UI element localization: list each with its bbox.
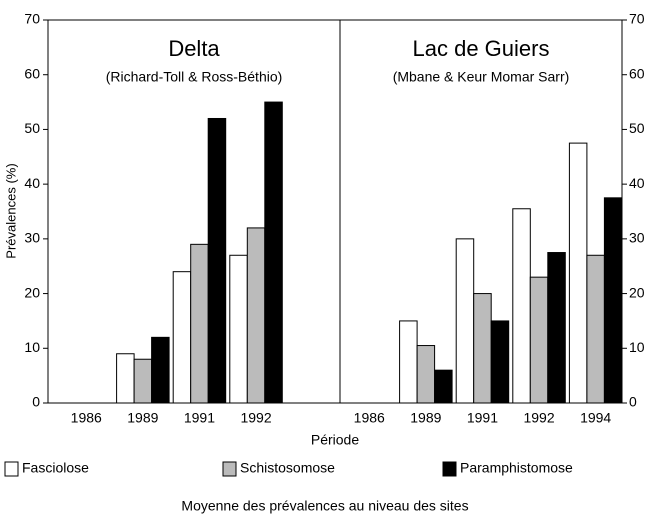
y2-tick-label: 0 (629, 394, 637, 410)
y-tick-label: 40 (24, 175, 40, 191)
bar (151, 336, 170, 404)
x-tick-label: 1991 (467, 410, 498, 426)
y2-tick-label: 30 (629, 230, 645, 246)
bar (586, 254, 605, 404)
bar (246, 227, 266, 404)
panel-title: Delta (168, 36, 220, 61)
bar (172, 271, 192, 404)
y2-tick-label: 50 (629, 120, 645, 136)
x-tick-label: 1986 (71, 410, 102, 426)
bar (473, 293, 492, 404)
legend-swatch (4, 461, 19, 477)
x-tick-label: 1992 (523, 410, 554, 426)
bar (229, 254, 248, 404)
x-tick-label: 1994 (580, 410, 611, 426)
y-tick-label: 20 (24, 284, 40, 300)
x-tick-label: 1986 (354, 410, 385, 426)
bar (399, 320, 418, 404)
caption: Moyenne des prévalences au niveau des si… (181, 498, 468, 514)
legend-swatch (442, 461, 457, 477)
legend-label: Schistosomose (240, 460, 335, 476)
panel-subtitle: (Richard-Toll & Ross-Béthio) (106, 69, 283, 85)
y2-tick-label: 70 (629, 11, 645, 27)
y-axis-label: Prévalences (%) (3, 163, 18, 258)
y-tick-label: 0 (32, 394, 40, 410)
bar (190, 243, 209, 404)
y-tick-label: 30 (24, 230, 40, 246)
legend-swatch (222, 461, 237, 477)
bar (455, 238, 475, 404)
y-tick-label: 10 (24, 339, 40, 355)
bar (547, 252, 566, 404)
x-axis-label: Période (311, 432, 359, 448)
x-tick-label: 1991 (184, 410, 215, 426)
x-tick-label: 1992 (240, 410, 271, 426)
y2-tick-label: 20 (629, 284, 645, 300)
y2-tick-label: 60 (629, 65, 645, 81)
legend-label: Fasciolose (22, 460, 89, 476)
y-tick-label: 60 (24, 65, 40, 81)
panel-title: Lac de Guiers (413, 36, 550, 61)
y2-tick-label: 10 (629, 339, 645, 355)
y-tick-label: 50 (24, 120, 40, 136)
bar (116, 353, 135, 404)
x-tick-label: 1989 (410, 410, 441, 426)
bar (416, 345, 436, 404)
bar (568, 142, 588, 404)
bar (264, 101, 283, 404)
legend-label: Paramphistomose (460, 460, 573, 476)
y-tick-label: 70 (24, 11, 40, 27)
bar (434, 369, 453, 404)
x-tick-label: 1989 (127, 410, 158, 426)
bar (512, 208, 531, 404)
panel-subtitle: (Mbane & Keur Momar Sarr) (393, 69, 570, 85)
bar (529, 276, 549, 404)
y2-tick-label: 40 (629, 175, 645, 191)
bar (603, 197, 623, 404)
bar (207, 117, 227, 404)
bar (490, 320, 510, 404)
bar (133, 358, 153, 404)
